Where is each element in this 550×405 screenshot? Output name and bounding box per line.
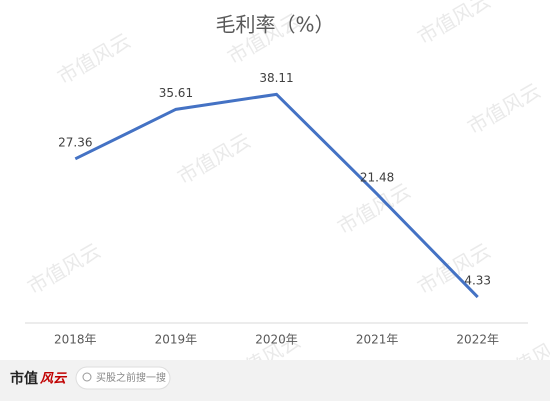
chart-background <box>0 0 550 360</box>
line <box>74 92 479 299</box>
search-icon <box>82 372 92 382</box>
x-tick-label: 2021年 <box>356 333 399 347</box>
x-tick-label: 2018年 <box>54 333 97 347</box>
x-tick-label: 2022年 <box>456 333 499 347</box>
data-label: 38.11 <box>259 71 293 85</box>
data-label: 4.33 <box>464 274 491 288</box>
x-tick-label: 2019年 <box>155 333 198 347</box>
footer-brand-mark: 风云 <box>39 372 68 387</box>
search-text[interactable]: 买股之前搜一搜 <box>96 371 166 384</box>
search-box[interactable] <box>75 366 171 390</box>
data-label: 27.36 <box>58 135 92 149</box>
x-tick-label: 2020年 <box>255 333 298 347</box>
footer-brand: 市值 <box>10 370 38 387</box>
data-label: 21.48 <box>360 171 394 185</box>
chart-title: 毛利率（%） <box>215 13 334 37</box>
data-label: 35.61 <box>159 86 193 100</box>
